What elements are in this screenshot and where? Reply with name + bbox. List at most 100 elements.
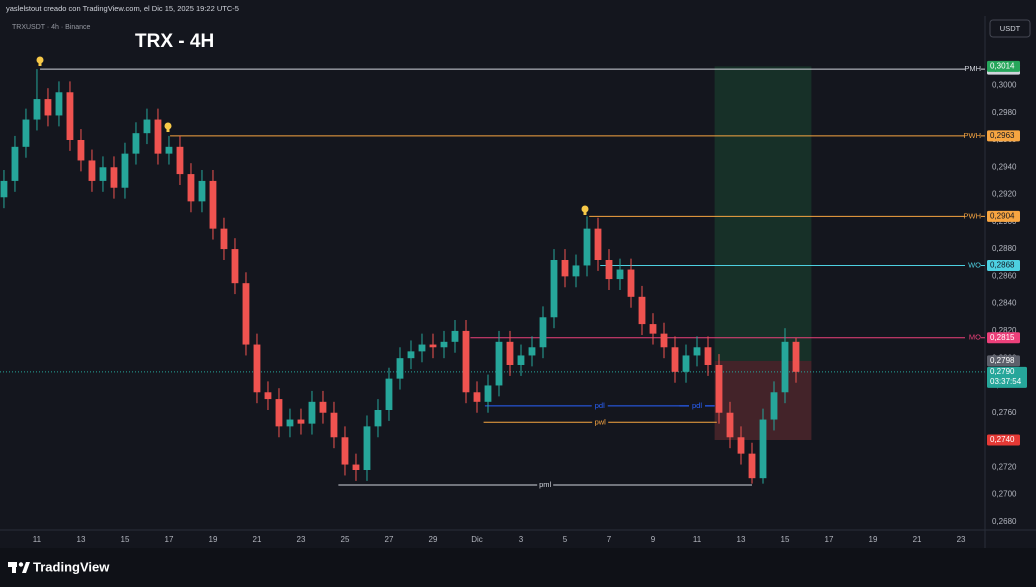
candle-body [253, 344, 261, 393]
level-name: MO [969, 333, 981, 342]
level-label-background [689, 400, 706, 411]
level-label-background [592, 417, 609, 428]
brand-name[interactable]: TradingView [33, 559, 110, 574]
y-tick-label: 0,2700 [992, 490, 1017, 499]
candle-body [88, 160, 96, 181]
candle-body [792, 341, 800, 372]
chart-background [0, 0, 1036, 548]
candle-body [187, 174, 195, 202]
candle-body [759, 419, 767, 479]
candle-body [781, 341, 789, 393]
y-tick-label: 0,2840 [992, 299, 1017, 308]
y-tick-label: 0,2940 [992, 162, 1017, 171]
brand-logo [8, 562, 30, 573]
candle-body [341, 437, 349, 465]
level-badge [987, 210, 1020, 222]
x-tick-label: 15 [121, 535, 130, 544]
candle-body [44, 99, 52, 116]
stop-badge [987, 434, 1020, 446]
candle-body [715, 365, 723, 413]
attribution: yaslelstout creado con TradingView.com, … [6, 4, 239, 13]
candle-body [374, 410, 382, 427]
x-tick-label: 15 [781, 535, 790, 544]
candle-body [473, 392, 481, 402]
top-bar [0, 0, 1036, 16]
candle-body [286, 419, 294, 427]
candle-body [418, 344, 426, 352]
last-price-badge [987, 366, 1027, 388]
level-name: PMH [964, 64, 981, 73]
level-badge [987, 259, 1020, 271]
candle-body [638, 296, 646, 325]
level-name: PWH [964, 131, 982, 140]
chart-title: TRX - 4H [135, 31, 214, 52]
candle-body [671, 347, 679, 372]
candle-body [407, 351, 415, 359]
candle-body [352, 464, 360, 470]
alert-icons [36, 56, 589, 215]
x-tick-label: 21 [913, 535, 922, 544]
level-label-background [965, 260, 981, 271]
entry-badge [987, 355, 1020, 367]
y-tick-label: 0,2860 [992, 271, 1017, 280]
candle-body [55, 92, 63, 116]
logo-shape [18, 562, 24, 567]
candle-body [132, 133, 140, 154]
x-tick-label: 5 [563, 535, 568, 544]
candle-body [154, 119, 162, 154]
level-label-background [965, 332, 981, 343]
candle-body [682, 355, 690, 372]
level-name: WO [968, 260, 981, 269]
candle-body [440, 341, 448, 348]
axes: 0,26800,27000,27200,27400,27600,27800,28… [33, 60, 1027, 544]
candle-body [220, 228, 228, 250]
candle-body [429, 344, 437, 348]
target-zone [714, 66, 812, 361]
x-tick-label: 19 [869, 535, 878, 544]
candle-body [660, 333, 668, 348]
candle-body [297, 419, 305, 424]
x-tick-label: 11 [33, 535, 42, 544]
logo-shape [22, 562, 30, 573]
alert-icon [581, 205, 589, 213]
x-tick-label: 9 [651, 535, 656, 544]
candle-body [693, 347, 701, 356]
candle-body [726, 412, 734, 438]
level-badge [987, 332, 1020, 344]
candle-body [627, 269, 635, 297]
currency-button[interactable] [989, 19, 1031, 38]
candle-body [99, 167, 107, 181]
x-tick-label: 13 [77, 535, 86, 544]
candle-body [495, 341, 503, 386]
candle-body [275, 399, 283, 427]
countdown-label: 03:37:54 [990, 377, 1022, 386]
level-label: 0,2963 [990, 131, 1015, 140]
candle-body [319, 401, 327, 413]
candle-body [506, 341, 514, 365]
level-label-background [965, 211, 981, 222]
x-tick-label: 27 [385, 535, 394, 544]
level-name: pdl [692, 401, 702, 410]
y-tick-label: 0,2920 [992, 190, 1017, 199]
candle-body [462, 330, 470, 393]
symbol-info: TRXUSDT · 4h · Binance [12, 24, 91, 31]
candle-body [77, 140, 85, 161]
level-label-background [537, 480, 554, 490]
candle-body [484, 385, 492, 402]
x-tick-label: 7 [607, 535, 612, 544]
candle-body [748, 453, 756, 479]
alert-icon [36, 56, 44, 64]
level-name: pwl [595, 417, 607, 426]
currency-label: USDT [1000, 24, 1021, 33]
alert-icon [166, 129, 170, 132]
candle-body [308, 401, 316, 424]
candle-body [143, 119, 151, 134]
candle-body [561, 260, 569, 277]
footer [0, 548, 1036, 587]
level-badge [987, 130, 1020, 142]
candle-body [594, 228, 602, 260]
candle-body [550, 260, 558, 318]
stop-label: 0,2740 [990, 435, 1015, 444]
candle-body [66, 92, 74, 140]
candle-body [121, 153, 129, 188]
